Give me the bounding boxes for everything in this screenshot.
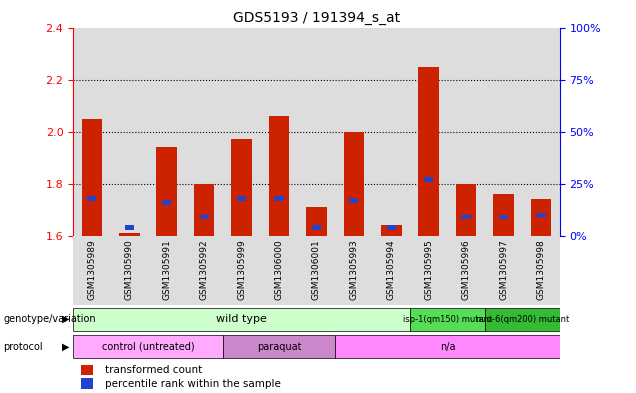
Bar <box>81 365 93 375</box>
Bar <box>87 196 97 201</box>
Bar <box>418 66 439 236</box>
Text: n/a: n/a <box>439 342 455 352</box>
Bar <box>485 236 522 305</box>
Text: GSM1306000: GSM1306000 <box>275 239 284 300</box>
Bar <box>125 225 134 230</box>
Bar <box>522 236 560 305</box>
Title: GDS5193 / 191394_s_at: GDS5193 / 191394_s_at <box>233 11 400 25</box>
Bar <box>373 236 410 305</box>
Bar <box>381 226 401 236</box>
Bar <box>223 236 260 305</box>
Bar <box>462 215 471 219</box>
Bar <box>530 199 551 236</box>
Bar <box>260 236 298 305</box>
Bar <box>111 236 148 305</box>
Bar <box>73 28 111 236</box>
Bar <box>456 184 476 236</box>
Text: GSM1305996: GSM1305996 <box>462 239 471 300</box>
Bar <box>522 28 560 236</box>
Bar <box>194 184 214 236</box>
Bar <box>73 335 223 358</box>
Text: ▶: ▶ <box>62 314 70 324</box>
Bar <box>111 28 148 236</box>
Bar <box>162 200 171 205</box>
Bar <box>312 225 321 230</box>
Bar <box>274 196 284 201</box>
Bar <box>223 335 335 358</box>
Bar <box>373 28 410 236</box>
Bar <box>485 28 522 236</box>
Text: isp-1(qm150) mutant: isp-1(qm150) mutant <box>403 315 492 324</box>
Bar <box>424 177 433 182</box>
Text: wild type: wild type <box>216 314 267 324</box>
Bar <box>410 308 485 331</box>
Bar <box>387 225 396 230</box>
Bar <box>81 378 93 389</box>
Bar <box>349 198 359 203</box>
Bar <box>260 28 298 236</box>
Bar <box>335 335 560 358</box>
Text: GSM1305990: GSM1305990 <box>125 239 134 300</box>
Text: GSM1305998: GSM1305998 <box>537 239 546 300</box>
Bar <box>499 215 508 219</box>
Text: GSM1305992: GSM1305992 <box>200 239 209 300</box>
Text: GSM1305994: GSM1305994 <box>387 239 396 300</box>
Bar <box>268 116 289 236</box>
Text: protocol: protocol <box>3 342 43 352</box>
Bar <box>485 308 560 331</box>
Bar <box>298 28 335 236</box>
Bar <box>536 213 546 217</box>
Bar <box>447 236 485 305</box>
Text: control (untreated): control (untreated) <box>102 342 195 352</box>
Bar <box>410 28 447 236</box>
Bar <box>343 132 364 236</box>
Bar <box>81 119 102 236</box>
Bar <box>298 236 335 305</box>
Bar <box>232 140 252 236</box>
Bar <box>335 28 373 236</box>
Bar <box>200 215 209 219</box>
Text: genotype/variation: genotype/variation <box>3 314 96 324</box>
Text: GSM1305991: GSM1305991 <box>162 239 171 300</box>
Text: transformed count: transformed count <box>106 365 202 375</box>
Text: ▶: ▶ <box>62 342 70 352</box>
Bar <box>73 236 111 305</box>
Bar <box>148 28 186 236</box>
Text: GSM1305993: GSM1305993 <box>349 239 358 300</box>
Text: nuo-6(qm200) mutant: nuo-6(qm200) mutant <box>476 315 569 324</box>
Bar <box>494 194 514 236</box>
Bar <box>119 233 139 236</box>
Text: percentile rank within the sample: percentile rank within the sample <box>106 379 281 389</box>
Bar <box>410 236 447 305</box>
Bar <box>223 28 260 236</box>
Text: GSM1305997: GSM1305997 <box>499 239 508 300</box>
Text: GSM1305999: GSM1305999 <box>237 239 246 300</box>
Bar <box>447 28 485 236</box>
Text: GSM1305995: GSM1305995 <box>424 239 433 300</box>
Bar <box>237 196 246 201</box>
Bar <box>156 147 177 236</box>
Text: GSM1305989: GSM1305989 <box>87 239 96 300</box>
Bar <box>306 207 327 236</box>
Bar <box>73 308 410 331</box>
Bar <box>148 236 186 305</box>
Bar <box>186 236 223 305</box>
Bar <box>186 28 223 236</box>
Bar <box>335 236 373 305</box>
Text: paraquat: paraquat <box>257 342 301 352</box>
Text: GSM1306001: GSM1306001 <box>312 239 321 300</box>
